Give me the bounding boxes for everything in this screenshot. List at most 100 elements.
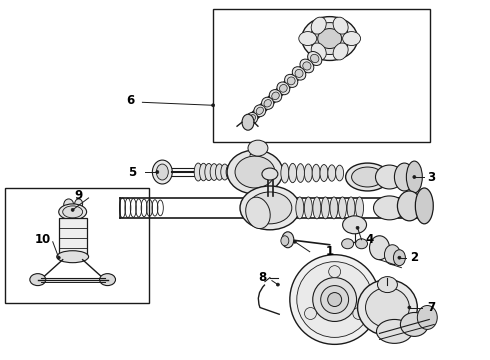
Text: 3: 3 xyxy=(427,171,435,184)
Ellipse shape xyxy=(356,197,364,219)
Ellipse shape xyxy=(276,283,279,286)
Ellipse shape xyxy=(336,165,343,181)
Ellipse shape xyxy=(226,164,234,180)
Text: 10: 10 xyxy=(35,233,51,246)
Ellipse shape xyxy=(313,278,357,321)
Ellipse shape xyxy=(248,192,292,224)
Text: 7: 7 xyxy=(427,301,435,314)
Ellipse shape xyxy=(30,274,46,285)
Ellipse shape xyxy=(413,176,416,179)
Ellipse shape xyxy=(242,114,254,130)
Ellipse shape xyxy=(71,208,74,211)
Ellipse shape xyxy=(272,92,279,100)
Ellipse shape xyxy=(304,307,317,319)
Ellipse shape xyxy=(377,276,397,293)
Ellipse shape xyxy=(210,164,218,180)
Bar xyxy=(5,188,149,302)
Ellipse shape xyxy=(235,156,275,188)
Ellipse shape xyxy=(320,165,328,181)
Ellipse shape xyxy=(156,171,159,174)
Ellipse shape xyxy=(328,293,342,306)
Ellipse shape xyxy=(311,43,326,60)
Text: 2: 2 xyxy=(410,251,418,264)
Ellipse shape xyxy=(329,266,341,278)
Polygon shape xyxy=(59,218,87,255)
Ellipse shape xyxy=(353,307,365,319)
Ellipse shape xyxy=(296,197,304,219)
Ellipse shape xyxy=(304,197,312,219)
Text: 4: 4 xyxy=(366,233,374,246)
Ellipse shape xyxy=(366,288,409,328)
Ellipse shape xyxy=(397,191,421,221)
Ellipse shape xyxy=(240,186,300,230)
Ellipse shape xyxy=(296,164,304,183)
Ellipse shape xyxy=(246,112,258,124)
Ellipse shape xyxy=(358,280,417,336)
Ellipse shape xyxy=(328,165,336,181)
Ellipse shape xyxy=(385,245,400,265)
Ellipse shape xyxy=(216,164,223,180)
Ellipse shape xyxy=(99,274,116,285)
Ellipse shape xyxy=(330,197,338,219)
Ellipse shape xyxy=(287,77,295,85)
Ellipse shape xyxy=(156,164,168,180)
Ellipse shape xyxy=(304,164,312,182)
Text: 6: 6 xyxy=(126,94,135,107)
Ellipse shape xyxy=(64,199,74,211)
Ellipse shape xyxy=(375,165,403,189)
Text: 8: 8 xyxy=(258,271,266,284)
Ellipse shape xyxy=(321,285,348,314)
Text: 9: 9 xyxy=(74,189,83,202)
Ellipse shape xyxy=(311,17,326,34)
Ellipse shape xyxy=(400,312,428,336)
Ellipse shape xyxy=(294,240,296,243)
Ellipse shape xyxy=(57,256,60,259)
Ellipse shape xyxy=(254,105,266,117)
Ellipse shape xyxy=(199,163,207,181)
Ellipse shape xyxy=(369,236,390,260)
Ellipse shape xyxy=(248,115,255,122)
Ellipse shape xyxy=(308,51,322,66)
Ellipse shape xyxy=(376,319,413,343)
Ellipse shape xyxy=(227,150,283,194)
Ellipse shape xyxy=(333,17,348,34)
Ellipse shape xyxy=(262,97,274,109)
Ellipse shape xyxy=(264,100,271,107)
Ellipse shape xyxy=(347,197,355,219)
Ellipse shape xyxy=(356,239,368,249)
Ellipse shape xyxy=(281,236,289,246)
Ellipse shape xyxy=(293,67,306,80)
Ellipse shape xyxy=(279,85,287,92)
Ellipse shape xyxy=(373,196,405,220)
Ellipse shape xyxy=(63,206,83,218)
Ellipse shape xyxy=(408,306,411,309)
Ellipse shape xyxy=(318,28,342,49)
Ellipse shape xyxy=(290,255,379,345)
Ellipse shape xyxy=(393,250,405,266)
Ellipse shape xyxy=(245,197,270,229)
Ellipse shape xyxy=(311,54,319,63)
Ellipse shape xyxy=(303,62,311,70)
Ellipse shape xyxy=(57,251,89,263)
Text: 5: 5 xyxy=(128,166,137,179)
Ellipse shape xyxy=(270,90,282,102)
Ellipse shape xyxy=(406,161,422,193)
Ellipse shape xyxy=(321,197,329,219)
Ellipse shape xyxy=(59,204,87,220)
Ellipse shape xyxy=(333,43,348,60)
Ellipse shape xyxy=(194,163,202,181)
Ellipse shape xyxy=(262,168,278,180)
Ellipse shape xyxy=(285,75,298,87)
Ellipse shape xyxy=(248,140,268,156)
Ellipse shape xyxy=(313,197,321,219)
Ellipse shape xyxy=(345,163,390,191)
Ellipse shape xyxy=(152,160,172,184)
Ellipse shape xyxy=(398,256,401,259)
Text: 1: 1 xyxy=(326,245,334,258)
Ellipse shape xyxy=(342,239,354,249)
Ellipse shape xyxy=(281,163,289,183)
Ellipse shape xyxy=(343,32,361,45)
Ellipse shape xyxy=(74,199,83,209)
Ellipse shape xyxy=(205,163,213,181)
Ellipse shape xyxy=(277,82,290,95)
